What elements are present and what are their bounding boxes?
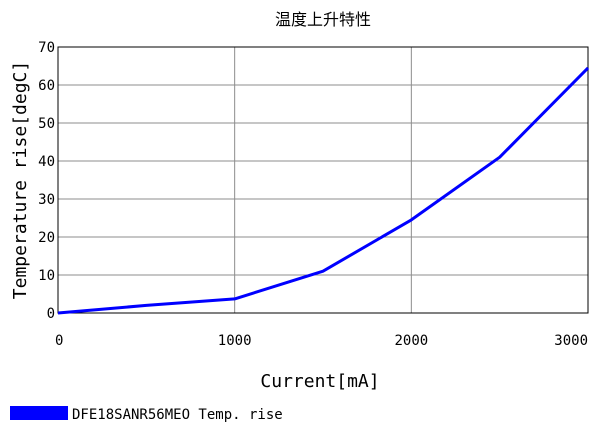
grid-lines [57,46,589,314]
x-axis-label: Current[mA] [260,371,379,392]
plot-area-border [57,46,589,314]
y-tick-label: 60 [38,78,55,94]
legend-label: DFE18SANR56MEO Temp. rise [72,407,283,423]
y-axis-ticks: 0 10 20 30 40 50 60 70 [38,40,55,322]
x-tick-label: 1000 [218,333,252,349]
y-tick-label: 0 [47,306,55,322]
series-line-temp-rise [57,66,590,315]
chart-title: 温度上升特性 [275,10,371,29]
x-tick-label: 3000 [554,333,588,349]
y-tick-label: 20 [38,230,55,246]
legend-swatch [10,406,68,420]
y-tick-label: 70 [38,40,55,56]
x-tick-label: 0 [55,333,63,349]
legend: DFE18SANR56MEO Temp. rise [10,406,283,423]
y-axis-label: Temperature rise[degC] [10,61,31,299]
y-tick-label: 40 [38,154,55,170]
x-axis-ticks: 0 1000 2000 3000 [55,333,588,349]
x-tick-label: 2000 [394,333,428,349]
y-tick-label: 30 [38,192,55,208]
y-tick-label: 10 [38,268,55,284]
y-tick-label: 50 [38,116,55,132]
